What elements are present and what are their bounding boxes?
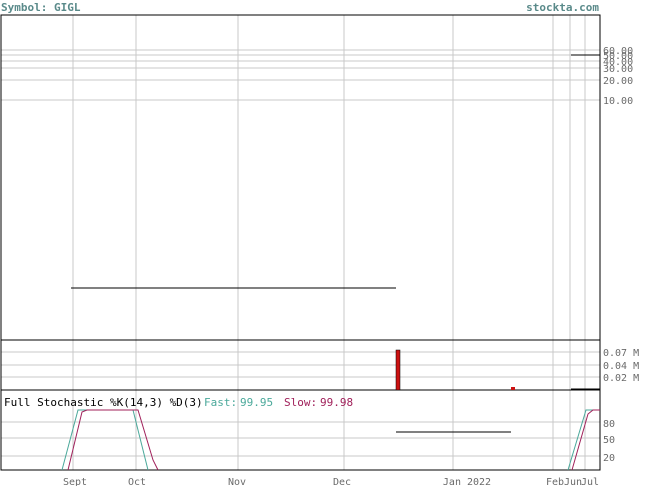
x-tick-label: Jul <box>581 477 599 486</box>
volume-tick-label: 0.02 M <box>603 373 639 384</box>
fast-value: 99.95 <box>240 396 273 409</box>
volume-axis: 0.07 M 0.04 M 0.02 M <box>603 348 639 384</box>
slow-value: 99.98 <box>320 396 353 409</box>
price-tick-label: 20.00 <box>603 76 633 87</box>
price-tick-label: 60.00 <box>603 46 633 57</box>
price-panel-frame <box>0 14 601 341</box>
stochastic-axis: 80 50 20 <box>603 419 615 464</box>
fast-label: Fast: <box>204 396 237 409</box>
price-tick-label: 10.00 <box>603 96 633 107</box>
x-tick-label: Nov <box>228 477 246 486</box>
x-tick-label: Jun <box>564 477 582 486</box>
volume-bar <box>395 349 401 391</box>
volume-tick-label: 0.04 M <box>603 361 639 372</box>
site-label: stockta.com <box>526 1 599 14</box>
stochastic-tick-label: 50 <box>603 435 615 446</box>
price-axis: 60.00 50.00 40.00 30.00 20.00 10.00 <box>603 46 633 107</box>
x-tick-label: Oct <box>128 477 146 486</box>
x-tick-label: Dec <box>333 477 351 486</box>
slow-label: Slow: <box>284 396 317 409</box>
price-tick-label: 40.00 <box>603 57 633 68</box>
stochastic-tick-label: 80 <box>603 419 615 430</box>
volume-bar <box>511 387 515 390</box>
slow-line-right <box>571 409 600 471</box>
fast-line-right <box>567 409 600 471</box>
x-axis: Sept Oct Nov Dec Jan 2022 Feb Jun Jul <box>63 477 599 486</box>
symbol-label: Symbol: GIGL <box>1 1 81 14</box>
stochastic-tick-label: 20 <box>603 453 615 464</box>
slow-line-left <box>67 409 159 471</box>
price-tick-label: 30.00 <box>603 64 633 75</box>
stochastic-panel-frame <box>0 389 601 471</box>
price-tick-label: 50.00 <box>603 51 633 62</box>
stochastic-title: Full Stochastic %K(14,3) %D(3) <box>4 396 203 409</box>
x-tick-label: Feb <box>546 477 564 486</box>
volume-tick-label: 0.07 M <box>603 348 639 359</box>
x-tick-label: Jan 2022 <box>443 477 491 486</box>
grid-lines <box>1 15 600 470</box>
x-tick-label: Sept <box>63 477 87 486</box>
